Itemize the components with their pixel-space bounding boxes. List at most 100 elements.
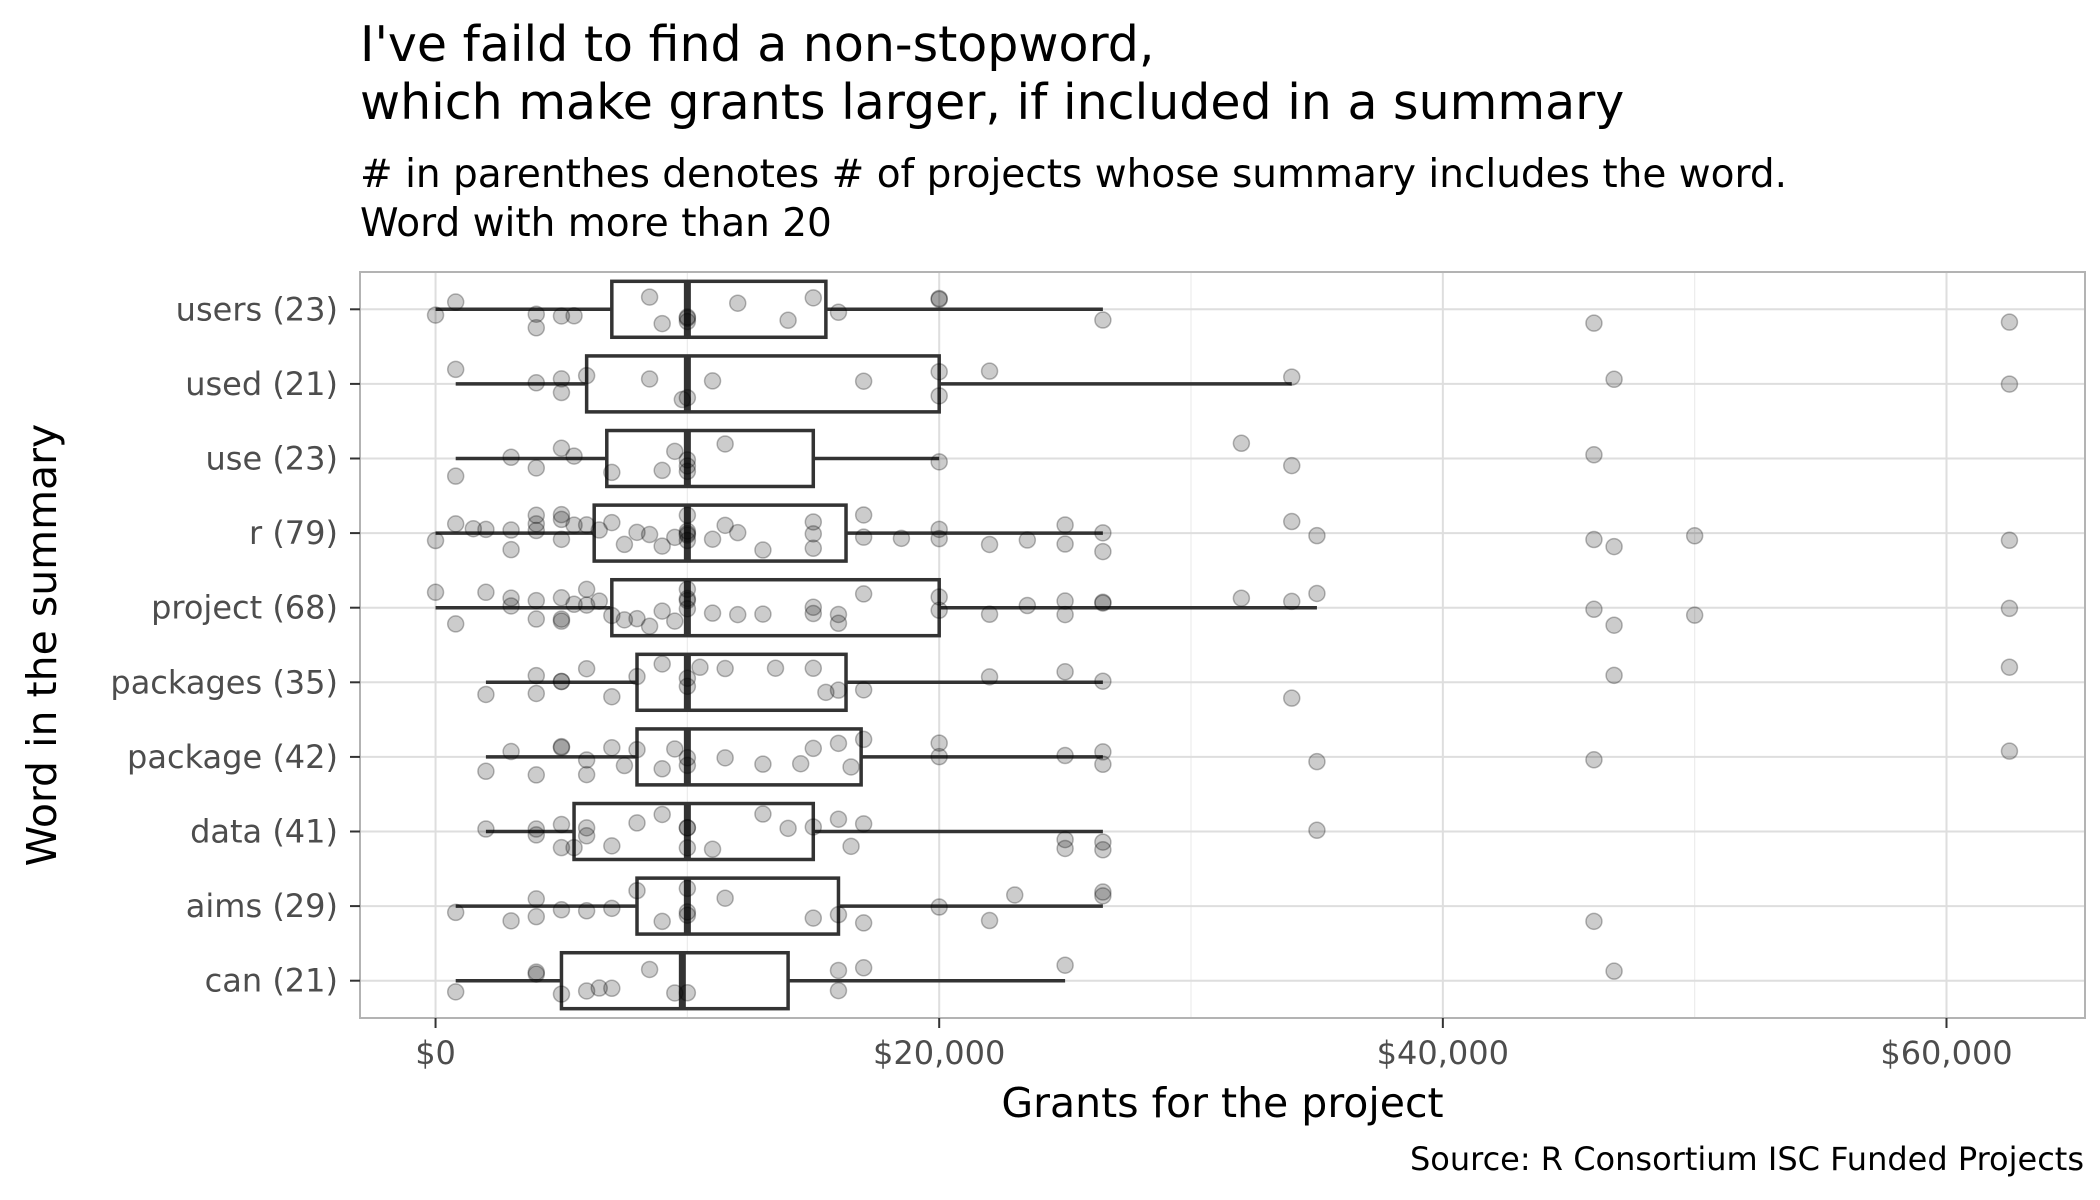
x-tick-label: $60,000 xyxy=(1880,1034,2012,1072)
box-7 xyxy=(485,801,1103,862)
data-point xyxy=(666,612,684,630)
data-point xyxy=(1094,524,1112,542)
data-point xyxy=(1094,887,1112,905)
data-point xyxy=(552,530,571,549)
data-point xyxy=(653,461,671,480)
data-point xyxy=(804,525,823,543)
data-point xyxy=(854,585,873,603)
data-point xyxy=(640,617,659,635)
data-point xyxy=(527,666,546,685)
data-point xyxy=(678,462,697,481)
data-point xyxy=(527,766,546,784)
data-point xyxy=(678,524,697,543)
data-point xyxy=(980,535,999,554)
data-point xyxy=(426,583,445,602)
data-point xyxy=(716,516,734,535)
data-point xyxy=(477,685,495,704)
data-point xyxy=(1605,537,1623,556)
data-point xyxy=(527,684,546,703)
data-point xyxy=(527,907,546,926)
data-point xyxy=(1056,592,1074,610)
data-point xyxy=(527,610,546,628)
data-point xyxy=(527,890,546,908)
y-tick-label: aims (29) xyxy=(186,887,338,925)
data-point xyxy=(577,596,596,614)
data-point xyxy=(577,765,596,784)
data-point xyxy=(628,667,646,686)
data-point xyxy=(678,903,697,921)
data-point xyxy=(678,906,697,924)
data-point xyxy=(854,681,873,699)
data-point xyxy=(716,749,734,767)
data-point xyxy=(1585,600,1603,619)
data-point xyxy=(1605,370,1623,389)
data-point xyxy=(804,818,823,836)
data-point xyxy=(1018,531,1037,549)
data-point xyxy=(590,592,608,610)
iqr-box xyxy=(635,652,848,713)
data-point xyxy=(1585,912,1603,931)
iqr-box xyxy=(635,727,863,787)
data-point xyxy=(577,580,596,599)
data-point xyxy=(678,526,697,544)
data-point xyxy=(527,459,546,477)
data-point xyxy=(2000,375,2019,393)
data-point xyxy=(615,535,634,554)
data-point xyxy=(565,516,583,534)
data-point xyxy=(829,605,848,624)
data-point xyxy=(2000,599,2019,618)
data-point xyxy=(930,290,948,309)
data-point xyxy=(565,447,583,465)
data-point xyxy=(1094,542,1112,561)
y-tick-label: used (21) xyxy=(185,365,338,403)
data-point xyxy=(1232,434,1251,453)
data-point xyxy=(930,529,948,548)
y-tick-label: users (23) xyxy=(176,290,338,328)
data-point xyxy=(817,683,835,702)
data-point xyxy=(1605,666,1623,685)
data-point xyxy=(640,960,659,979)
data-point xyxy=(716,435,734,453)
data-point xyxy=(527,515,546,533)
data-point xyxy=(678,818,697,837)
data-point xyxy=(446,983,465,1001)
iqr-box xyxy=(605,428,816,489)
data-point xyxy=(640,525,659,544)
data-point xyxy=(980,362,999,380)
data-point xyxy=(854,815,873,833)
data-point xyxy=(1018,596,1037,615)
data-point xyxy=(1283,456,1301,475)
data-point xyxy=(1056,746,1074,765)
data-point xyxy=(502,742,520,761)
data-point xyxy=(653,912,671,931)
plot-panel-border xyxy=(359,271,2086,1019)
data-point xyxy=(829,734,848,753)
data-point xyxy=(653,314,671,333)
data-point xyxy=(1308,584,1326,603)
data-point xyxy=(502,448,520,467)
data-point xyxy=(930,588,948,606)
data-point xyxy=(446,515,465,533)
data-point xyxy=(1056,956,1074,974)
data-point xyxy=(1094,755,1112,774)
chart-title: I've faild to find a non-stopword, which… xyxy=(360,16,1625,131)
data-point xyxy=(930,898,948,916)
data-point xyxy=(603,606,621,625)
data-point xyxy=(678,600,697,618)
box-4 xyxy=(435,577,1317,638)
data-point xyxy=(552,672,571,691)
data-point xyxy=(754,605,772,623)
box-6 xyxy=(485,727,1103,787)
data-point xyxy=(603,899,621,918)
data-point xyxy=(1056,839,1074,858)
data-point xyxy=(1685,606,1704,624)
data-point xyxy=(673,390,692,409)
data-point xyxy=(678,749,697,767)
data-point xyxy=(678,531,697,550)
data-point xyxy=(565,307,583,325)
data-point xyxy=(502,540,520,559)
data-point xyxy=(446,615,465,633)
data-point xyxy=(552,383,571,402)
data-point xyxy=(1056,516,1074,534)
data-point xyxy=(502,597,520,615)
